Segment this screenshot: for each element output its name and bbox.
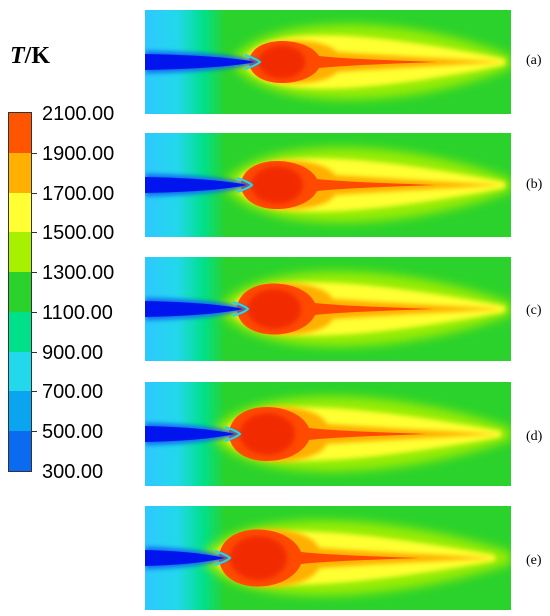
colorbar-band	[9, 431, 31, 472]
panel-label-d: (d)	[526, 429, 543, 444]
colorbar-tick	[31, 351, 37, 353]
colorbar-label: 1300.00	[42, 262, 115, 285]
colorbar-title: T/K	[10, 44, 50, 68]
colorbar-label: 1900.00	[42, 142, 115, 165]
contour-panel-d	[145, 382, 511, 486]
colorbar-title-symbol: T	[10, 43, 25, 69]
colorbar-tick	[31, 152, 37, 154]
colorbar-tick	[31, 192, 37, 194]
colorbar-band	[9, 113, 31, 153]
colorbar-band	[9, 391, 31, 432]
colorbar-tick	[31, 272, 37, 274]
contour-panel-b	[145, 133, 511, 237]
colorbar-label: 1100.00	[42, 301, 113, 324]
contour-panel-c	[145, 257, 511, 361]
colorbar-band	[9, 311, 31, 352]
colorbar-label: 900.00	[42, 341, 104, 364]
colorbar-tick	[31, 431, 37, 433]
panel-label-b: (b)	[526, 177, 543, 192]
colorbar-label: 300.00	[42, 461, 104, 483]
contour-panel-e	[145, 506, 511, 610]
colorbar-tick	[31, 391, 37, 393]
temperature-colorbar	[8, 112, 37, 472]
colorbar-tick	[31, 232, 37, 234]
colorbar-band	[9, 192, 31, 233]
colorbar-label: 1700.00	[42, 182, 115, 205]
panel-label-a: (a)	[526, 53, 542, 68]
colorbar-tick	[31, 311, 37, 313]
colorbar-label: 700.00	[42, 381, 104, 404]
colorbar-band	[9, 351, 31, 392]
colorbar-band	[9, 272, 31, 312]
panel-label-c: (c)	[526, 303, 542, 318]
colorbar-title-unit: /K	[24, 43, 51, 69]
panel-label-e: (e)	[526, 553, 542, 568]
colorbar-label: 2100.00	[42, 103, 115, 125]
colorbar-band	[9, 152, 31, 193]
colorbar-label: 1500.00	[42, 222, 115, 245]
contour-panel-a	[145, 10, 511, 114]
colorbar-label: 500.00	[42, 421, 104, 444]
colorbar-band	[9, 232, 31, 273]
